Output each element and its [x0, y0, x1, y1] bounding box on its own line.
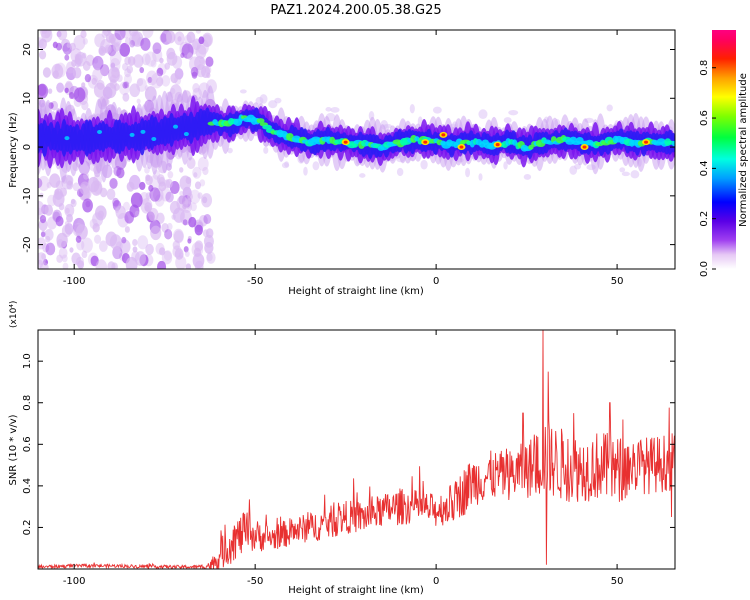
y-tick-label: 0.6 [22, 436, 33, 452]
colorbar-tick-label: 0.8 [699, 60, 710, 76]
spectrogram-y-axis-label: Frequency (Hz) [8, 112, 19, 188]
colorbar-tick-label: 0.0 [699, 261, 710, 277]
colorbar-tick-label: 0.2 [699, 211, 710, 227]
colorbar-ticks: 0.0 0.2 0.4 0.6 0.8 [699, 60, 716, 277]
spectrogram-y-ticks: -20 -10 0 10 20 [22, 43, 675, 253]
y-tick-label: 1.0 [22, 353, 33, 369]
spectrogram-x-ticks: -100 -50 0 50 [63, 30, 624, 287]
spectral-peak-core [644, 140, 649, 144]
x-tick-label: -100 [63, 576, 86, 587]
y-tick-label: 0.4 [22, 478, 33, 494]
x-tick-label: 50 [611, 576, 624, 587]
snr-panel: -100 -50 0 50 0.2 0.4 0.6 0.8 1.0 Height of str… [8, 301, 676, 596]
x-tick-label: 0 [433, 276, 439, 287]
snr-y-multiplier: (x10⁴) [9, 301, 19, 328]
x-tick-label: -100 [63, 276, 86, 287]
y-tick-label: -10 [22, 188, 33, 204]
snr-series-line [38, 330, 675, 569]
spectral-peak-core [423, 140, 428, 144]
spectral-peak-core [459, 145, 464, 149]
spectrogram-x-axis-label: Height of straight line (km) [288, 286, 424, 297]
spectral-peak-core [582, 145, 587, 149]
snr-x-axis-label: Height of straight line (km) [288, 585, 424, 596]
y-tick-label: 10 [22, 92, 33, 105]
snr-x-ticks: -100 -50 0 50 [63, 330, 624, 587]
y-tick-label: -20 [22, 236, 33, 252]
spectrogram-heatmap [38, 30, 675, 269]
x-tick-label: 0 [433, 576, 439, 587]
x-tick-label: -50 [247, 276, 263, 287]
spectral-peak-core [495, 143, 500, 147]
x-tick-label: 50 [611, 276, 624, 287]
colorbar-gradient [712, 30, 736, 269]
chart-title: PAZ1.2024.200.05.38.G25 [270, 3, 441, 18]
x-tick-label: -50 [247, 576, 263, 587]
y-tick-label: 0 [22, 144, 33, 150]
spectrogram-frame [37, 29, 676, 270]
spectral-peak-core [343, 140, 348, 144]
colorbar-tick-label: 0.4 [699, 160, 710, 176]
spectral-peak-core [441, 133, 446, 137]
colorbar-label: Normalized spectral amplitude [738, 73, 749, 227]
colorbar: 0.0 0.2 0.4 0.6 0.8 Normalized spectral ampl… [699, 30, 749, 277]
snr-y-ticks: 0.2 0.4 0.6 0.8 1.0 [22, 353, 675, 535]
y-tick-label: 0.2 [22, 519, 33, 535]
snr-frame [37, 329, 676, 570]
snr-plot-area [38, 330, 675, 569]
colorbar-tick-label: 0.6 [699, 110, 710, 126]
snr-y-axis-label: SNR (10 * v/v) [8, 414, 19, 485]
y-tick-label: 0.8 [22, 395, 33, 411]
y-tick-label: 20 [22, 43, 33, 56]
